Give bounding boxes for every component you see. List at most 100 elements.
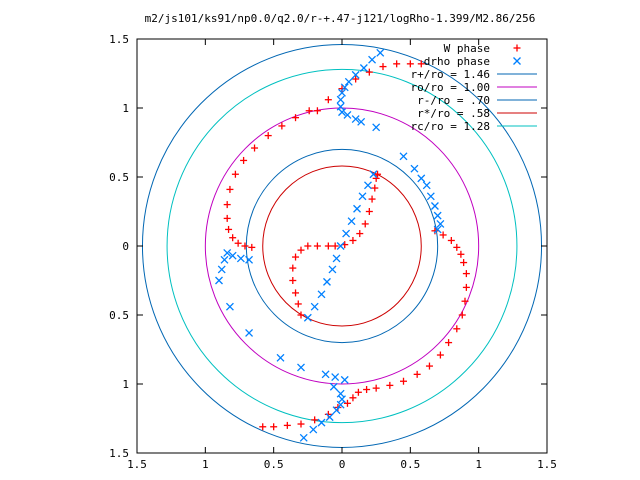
point-0-30: [292, 114, 300, 122]
point-1-31-b: [426, 192, 435, 201]
point-1-25: [357, 117, 366, 126]
point-0-56: [436, 351, 444, 359]
point-0-60: [386, 381, 394, 389]
point-1-5-b: [332, 254, 341, 263]
circle-4: [166, 68, 518, 424]
point-1-5: [332, 254, 341, 263]
point-1-29: [417, 174, 426, 183]
point-1-44-b: [245, 328, 254, 337]
point-0-36: [226, 185, 234, 193]
point-0-13: [356, 230, 364, 238]
point-0-58: [413, 370, 421, 378]
point-1-24-b: [351, 115, 360, 123]
point-1-28-b: [410, 164, 419, 173]
point-0-45: [439, 231, 447, 239]
point-1-2-b: [317, 290, 326, 299]
point-1-47: [329, 382, 338, 391]
point-0-9: [324, 242, 332, 250]
point-1-39-b: [223, 248, 232, 257]
point-0-57: [425, 362, 433, 370]
point-1-13-b: [376, 48, 385, 57]
point-1-15-b: [359, 64, 368, 72]
point-0-44: [431, 227, 439, 235]
point-0-26: [393, 60, 401, 68]
point-1-39: [223, 248, 232, 257]
point-1-38-b: [228, 251, 237, 260]
y-tick-label-3: 0: [122, 240, 129, 253]
point-1-12: [369, 170, 378, 179]
point-0-70: [283, 421, 291, 429]
point-0-48: [457, 250, 465, 258]
point-1-22: [338, 108, 346, 117]
point-0-25: [379, 63, 387, 71]
point-1-50: [336, 400, 345, 409]
point-1-56-b: [340, 375, 349, 384]
x-tick-label-1: 1: [202, 458, 209, 471]
point-0-47: [453, 243, 461, 251]
point-1-4: [328, 265, 337, 274]
point-1-54: [309, 425, 318, 434]
point-0-50: [462, 270, 470, 278]
point-1-51: [332, 406, 341, 415]
point-1-32-b: [430, 202, 439, 210]
point-1-3: [323, 277, 331, 286]
point-1-18: [340, 83, 349, 92]
legend-marker-1-b: [513, 57, 521, 65]
point-1-40-b: [220, 255, 229, 264]
point-0-37: [223, 201, 231, 209]
point-0-28: [417, 60, 425, 68]
point-1-42-b: [215, 276, 223, 285]
point-0-39: [225, 225, 233, 233]
point-1-1-b: [310, 302, 319, 311]
point-0-14: [361, 220, 369, 228]
point-1-7-b: [342, 229, 351, 238]
point-0-67: [324, 410, 332, 418]
point-1-7: [342, 229, 351, 238]
x-tick-label-5: 1: [475, 458, 482, 471]
point-1-58: [321, 370, 330, 379]
point-0-68: [311, 416, 319, 424]
point-1-57-b: [331, 373, 340, 382]
point-1-9-b: [353, 204, 361, 213]
point-1-43: [225, 302, 234, 311]
point-1-11-b: [364, 181, 372, 190]
point-1-41: [217, 265, 226, 274]
point-0-16: [368, 195, 376, 203]
point-0-7: [304, 242, 312, 250]
point-1-38: [228, 251, 237, 260]
point-0-32: [264, 132, 272, 140]
point-1-58-b: [321, 370, 330, 379]
point-1-9: [353, 204, 361, 213]
point-0-71: [270, 423, 278, 431]
point-0-33: [251, 144, 259, 152]
point-1-19: [338, 88, 346, 97]
point-1-12-b: [369, 170, 378, 179]
x-tick-label-0: 1.5: [127, 458, 147, 471]
point-1-2: [317, 290, 326, 299]
point-0-20: [313, 107, 321, 115]
point-1-10: [358, 192, 367, 201]
point-0-41: [234, 239, 242, 247]
point-1-53: [317, 418, 326, 427]
point-1-33: [433, 211, 442, 220]
point-1-57: [331, 373, 340, 382]
point-0-2: [292, 289, 300, 297]
point-0-34: [240, 156, 248, 164]
point-1-11: [364, 181, 372, 190]
x-tick-label-3: 0: [339, 458, 346, 471]
data-points: [215, 48, 470, 442]
point-0-19: [374, 170, 382, 178]
point-1-46-b: [297, 363, 305, 372]
point-1-55-b: [299, 433, 308, 442]
point-1-31: [426, 192, 435, 201]
circle-2: [245, 148, 439, 344]
point-1-34: [436, 219, 445, 228]
point-1-36: [245, 255, 254, 264]
point-1-36-b: [245, 255, 254, 264]
point-0-59: [400, 377, 407, 385]
point-1-34-b: [436, 219, 445, 228]
point-1-6-b: [336, 242, 345, 250]
point-1-14-b: [368, 55, 377, 64]
